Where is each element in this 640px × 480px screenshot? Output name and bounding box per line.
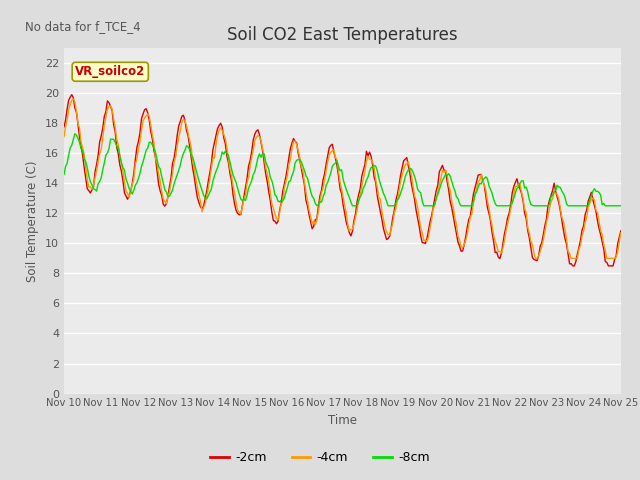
Legend: -2cm, -4cm, -8cm: -2cm, -4cm, -8cm: [205, 446, 435, 469]
Title: Soil CO2 East Temperatures: Soil CO2 East Temperatures: [227, 25, 458, 44]
Text: VR_soilco2: VR_soilco2: [75, 65, 145, 78]
X-axis label: Time: Time: [328, 414, 357, 427]
Text: No data for f_TCE_4: No data for f_TCE_4: [25, 20, 141, 33]
Y-axis label: Soil Temperature (C): Soil Temperature (C): [26, 160, 39, 282]
